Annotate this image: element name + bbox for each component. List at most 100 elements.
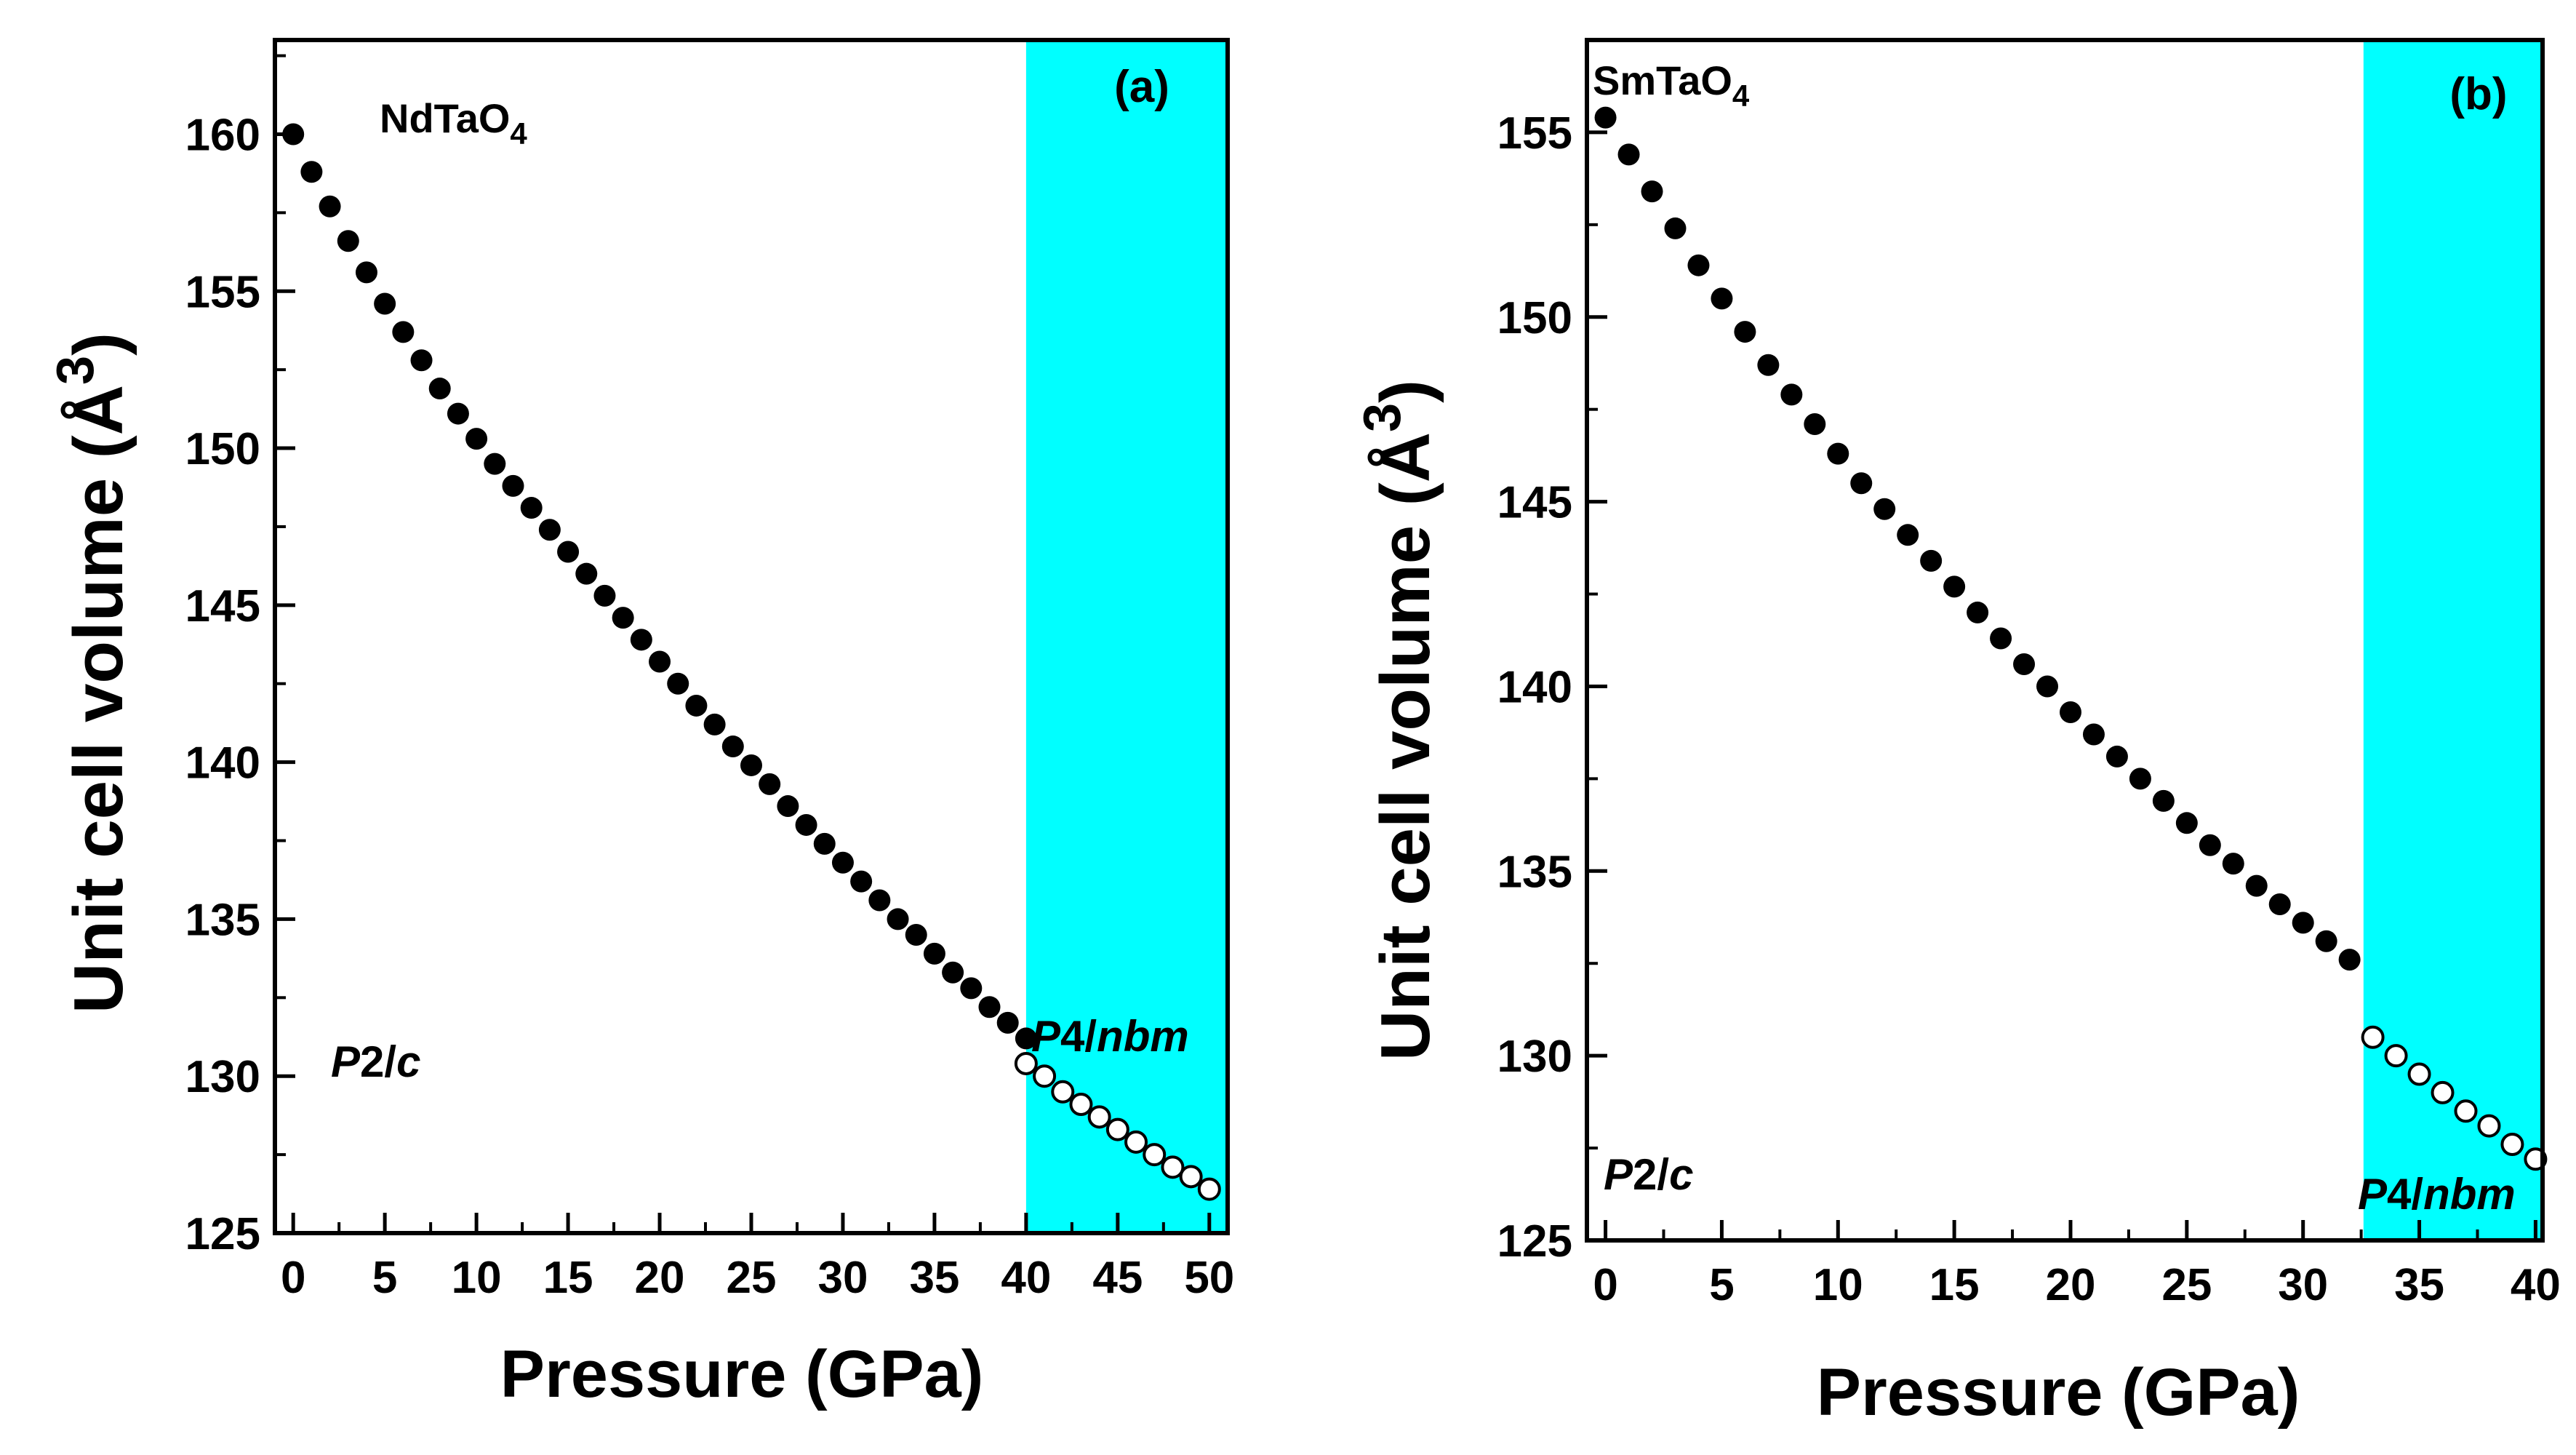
p2c-data-point [557, 541, 580, 563]
x-tick-label: 15 [543, 1253, 593, 1303]
x-tick-label: 15 [1929, 1260, 1980, 1310]
p2c-data-point [1617, 143, 1640, 166]
p2c-data-point [1990, 627, 2012, 650]
p2c-data-point [520, 497, 543, 519]
p4nbm-data-point [2431, 1080, 2455, 1104]
y-tick-label: 145 [1497, 478, 1572, 528]
plot-frame [273, 38, 1230, 1235]
p2c-data-point [374, 292, 396, 315]
p4nbm-data-point [2454, 1099, 2478, 1123]
p2c-data-point [2082, 723, 2105, 746]
p2c-data-point [1827, 442, 1849, 465]
p2c-data-point [428, 378, 451, 400]
x-tick-label: 35 [909, 1253, 959, 1303]
x-tick-label: 25 [727, 1253, 777, 1303]
y-axis-label: Unit cell volume (Å3) [47, 332, 137, 1013]
p2c-data-point [1687, 254, 1710, 276]
x-tick-label: 20 [635, 1253, 685, 1303]
p4nbm-data-point [1179, 1165, 1203, 1189]
y-tick-label: 135 [1497, 847, 1572, 897]
plot-frame [1585, 38, 2545, 1243]
y-tick-label: 150 [1497, 293, 1572, 343]
p2c-data-point [2292, 912, 2314, 934]
p2c-data-point [667, 672, 689, 695]
p2c-data-point [1757, 354, 1780, 376]
p4nbm-data-point [1143, 1143, 1167, 1167]
x-tick-label: 10 [452, 1253, 502, 1303]
y-tick-label: 145 [185, 581, 260, 631]
p4nbm-data-point [1161, 1155, 1185, 1179]
phase-label-low: P2/c [1604, 1150, 1693, 1199]
p4nbm-data-point [1197, 1177, 1221, 1201]
x-tick-label: 10 [1813, 1260, 1863, 1310]
p2c-data-point [630, 629, 652, 651]
p2c-data-point [868, 889, 891, 912]
p2c-data-point [593, 584, 616, 607]
p4nbm-data-point [1033, 1064, 1057, 1088]
p2c-data-point [777, 795, 799, 818]
p4nbm-data-point [1069, 1093, 1093, 1117]
p2c-data-point [2338, 949, 2361, 971]
y-tick-label: 150 [185, 424, 260, 474]
phase-label-high: P4/nbm [1031, 1012, 1189, 1061]
p2c-data-point [355, 261, 377, 284]
p2c-data-point [942, 961, 964, 984]
p2c-data-point [282, 123, 305, 146]
p2c-data-point [923, 942, 945, 965]
y-tick-label: 135 [185, 895, 260, 945]
p2c-data-point [392, 321, 415, 343]
p2c-data-point [703, 713, 726, 736]
series-open [2361, 1025, 2548, 1171]
x-tick-label: 25 [2161, 1260, 2212, 1310]
p2c-data-point [1967, 601, 1989, 623]
y-tick-label: 155 [1497, 108, 1572, 159]
p2c-data-point [978, 996, 1001, 1018]
p4nbm-data-point [1087, 1105, 1111, 1129]
p4nbm-data-point [2477, 1114, 2501, 1138]
y-axis-label: Unit cell volume (Å3) [1353, 380, 1444, 1061]
y-tick-label: 160 [185, 110, 260, 160]
x-tick-label: 0 [281, 1253, 305, 1303]
series-filled [282, 123, 1037, 1050]
y-tick-label: 140 [185, 738, 260, 789]
panel-a-chart: 0 5 10 15 20 25 30 35 40 45 50 125 130 135 140 145 150 15… [47, 38, 1235, 1411]
p2c-data-point [1920, 549, 1943, 572]
p2c-data-point [502, 474, 524, 497]
x-tick-label: 20 [2046, 1260, 2096, 1310]
series-layer [282, 123, 1221, 1201]
p2c-data-point [996, 1011, 1019, 1034]
p4nbm-data-point [2500, 1133, 2524, 1156]
p4nbm-data-point [1105, 1117, 1129, 1141]
p4nbm-data-point [2361, 1025, 2385, 1049]
p2c-data-point [740, 754, 762, 776]
p2c-data-point [1664, 217, 1687, 239]
x-tick-label: 50 [1184, 1253, 1234, 1303]
p2c-data-point [1734, 321, 1756, 343]
p2c-data-point [2013, 653, 2036, 675]
tick-labels: 0 5 10 15 20 25 30 35 40 45 50 125 130 135 140 145 150 15… [185, 110, 1235, 1303]
p4nbm-phase-region [1025, 40, 1228, 1233]
phase-label-high: P4/nbm [2358, 1170, 2516, 1219]
p2c-data-point [887, 908, 909, 930]
p2c-data-point [813, 832, 836, 855]
p2c-data-point [2222, 853, 2244, 875]
compound-label: NdTaO4 [380, 95, 527, 151]
p2c-data-point [1850, 472, 1873, 495]
p2c-data-point [2129, 768, 2151, 790]
p2c-data-point [960, 977, 983, 1000]
p2c-data-point [649, 650, 671, 673]
p2c-data-point [1711, 287, 1733, 310]
p2c-data-point [300, 161, 323, 183]
p2c-data-point [575, 562, 598, 585]
p2c-data-point [2059, 701, 2081, 723]
p2c-data-point [410, 349, 433, 372]
p2c-data-point [2175, 812, 2198, 834]
tick-labels: 0 5 10 15 20 25 30 35 40 125 130 135 140 145 150 155 [1497, 108, 2561, 1310]
x-tick-label: 40 [1001, 1253, 1051, 1303]
p2c-data-point [2105, 745, 2128, 768]
p2c-data-point [337, 230, 359, 252]
p2c-data-point [612, 607, 634, 629]
y-tick-label: 130 [185, 1052, 260, 1102]
p2c-data-point [2199, 834, 2221, 856]
y-tick-label: 140 [1497, 662, 1572, 712]
